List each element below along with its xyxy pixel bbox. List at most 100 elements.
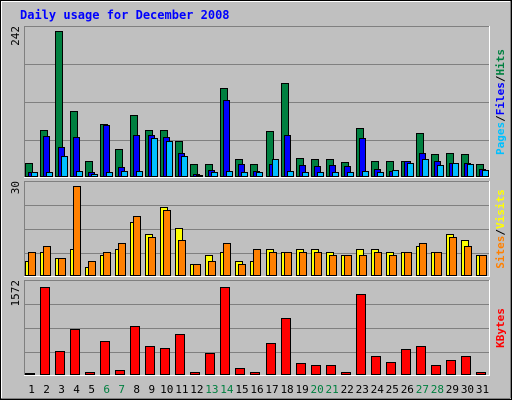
bar-sites-day-1 [28,252,36,276]
bar-sites-day-25 [389,255,397,276]
bar-sites-day-14 [223,243,231,276]
x-tick-label-day-6: 6 [103,383,110,396]
bar-kbytes-day-24 [371,356,381,375]
x-tick-label-day-23: 23 [356,383,369,396]
panel-visits-sites: 30 Sites/Visits [9,181,507,277]
bar-sites-day-23 [359,255,367,276]
bar-kbytes-day-17 [266,343,276,375]
x-tick-label-day-26: 26 [401,383,414,396]
x-tick-label-day-29: 29 [446,383,459,396]
bar-sites-day-21 [329,255,337,276]
bar-pages-day-3 [61,156,68,177]
bar-kbytes-day-6 [100,341,110,375]
bar-sites-day-31 [479,255,487,276]
x-tick-label-day-2: 2 [43,383,50,396]
y-max-label: 242 [9,26,22,46]
bar-pages-day-20 [317,172,324,177]
bar-pages-day-6 [106,172,113,177]
bar-files-day-14 [223,100,230,177]
bar-sites-day-12 [193,264,201,276]
bar-sites-day-16 [253,249,261,276]
bar-files-day-8 [133,135,140,177]
bar-sites-day-9 [148,237,156,276]
bar-sites-day-26 [404,252,412,276]
bar-kbytes-day-10 [160,348,170,375]
bar-pages-day-21 [332,172,339,177]
bar-pages-day-15 [241,172,248,177]
legend: Sites/Visits [494,189,507,269]
x-tick-label-day-22: 22 [341,383,354,396]
bar-pages-day-2 [46,172,53,177]
bar-files-day-18 [284,135,291,177]
bar-kbytes-day-16 [250,372,260,375]
bar-pages-day-9 [151,138,158,177]
bar-pages-day-30 [467,164,474,177]
bar-pages-day-28 [437,165,444,177]
bar-kbytes-day-29 [446,360,456,375]
bar-pages-day-24 [377,172,384,177]
bar-sites-day-24 [374,252,382,276]
bar-files-day-6 [103,125,110,177]
bar-pages-day-7 [121,171,128,177]
bar-sites-day-11 [178,240,186,276]
bar-sites-day-7 [118,243,126,276]
x-tick-label-day-9: 9 [148,383,155,396]
legend-entry: / [494,229,507,236]
bar-kbytes-day-15 [235,368,245,375]
panel-kbytes: 1572 KBytes [9,280,507,376]
bar-pages-day-10 [166,141,173,177]
bar-pages-day-1 [31,172,38,177]
legend: KBytes [494,308,507,348]
x-axis-day-labels: 1 2 3 4 5 6 7 8 9 10 11 12 13 14 15 16 17 18 19 20 21 22 23 24 2… [28,383,489,396]
bar-sites-day-30 [464,246,472,276]
bar-kbytes-day-11 [175,334,185,375]
bar-sites-day-2 [43,246,51,276]
x-tick-label-day-4: 4 [73,383,80,396]
bar-sites-day-4 [73,186,81,276]
bar-sites-day-6 [103,252,111,276]
bar-pages-day-4 [76,171,83,177]
legend-entry: / [494,75,507,82]
x-tick-label-day-13: 13 [205,383,218,396]
chart-panels: 242Pages/Files/Hits30Sites/Visits1572KBy… [9,26,507,376]
bar-sites-day-27 [419,243,427,276]
x-tick-label-day-21: 21 [326,383,339,396]
bar-sites-day-19 [299,252,307,276]
legend-entry: Files [494,82,507,115]
x-tick-label-day-11: 11 [175,383,188,396]
bar-files-day-23 [359,138,366,177]
bar-sites-day-17 [269,252,277,276]
x-tick-label-day-25: 25 [386,383,399,396]
bar-files-day-2 [43,136,50,177]
y-max-label: 30 [9,181,22,194]
bar-pages-day-5 [91,174,98,177]
bar-sites-day-28 [434,252,442,276]
bar-sites-day-10 [163,210,171,276]
x-tick-label-day-20: 20 [311,383,324,396]
x-tick-label-day-19: 19 [295,383,308,396]
legend-entry: Hits [494,49,507,76]
bar-sites-day-20 [314,252,322,276]
bar-pages-day-16 [256,172,263,177]
x-tick-label-day-12: 12 [190,383,203,396]
x-tick-label-day-8: 8 [133,383,140,396]
bar-pages-day-23 [362,171,369,177]
bar-sites-day-15 [238,264,246,276]
legend-entry: Sites [494,236,507,269]
x-tick-label-day-3: 3 [58,383,65,396]
bar-sites-day-5 [88,261,96,276]
legend-entry: / [494,115,507,122]
x-tick-label-day-1: 1 [28,383,35,396]
x-tick-label-day-15: 15 [235,383,248,396]
bar-pages-day-19 [302,172,309,177]
bar-kbytes-day-19 [296,363,306,375]
bar-pages-day-13 [211,172,218,177]
bar-kbytes-day-2 [40,287,50,375]
bar-sites-day-18 [284,252,292,276]
bar-pages-day-12 [196,175,203,177]
bar-kbytes-day-14 [220,287,230,375]
legend-entry: Pages [494,122,507,155]
bar-kbytes-day-3 [55,351,65,375]
